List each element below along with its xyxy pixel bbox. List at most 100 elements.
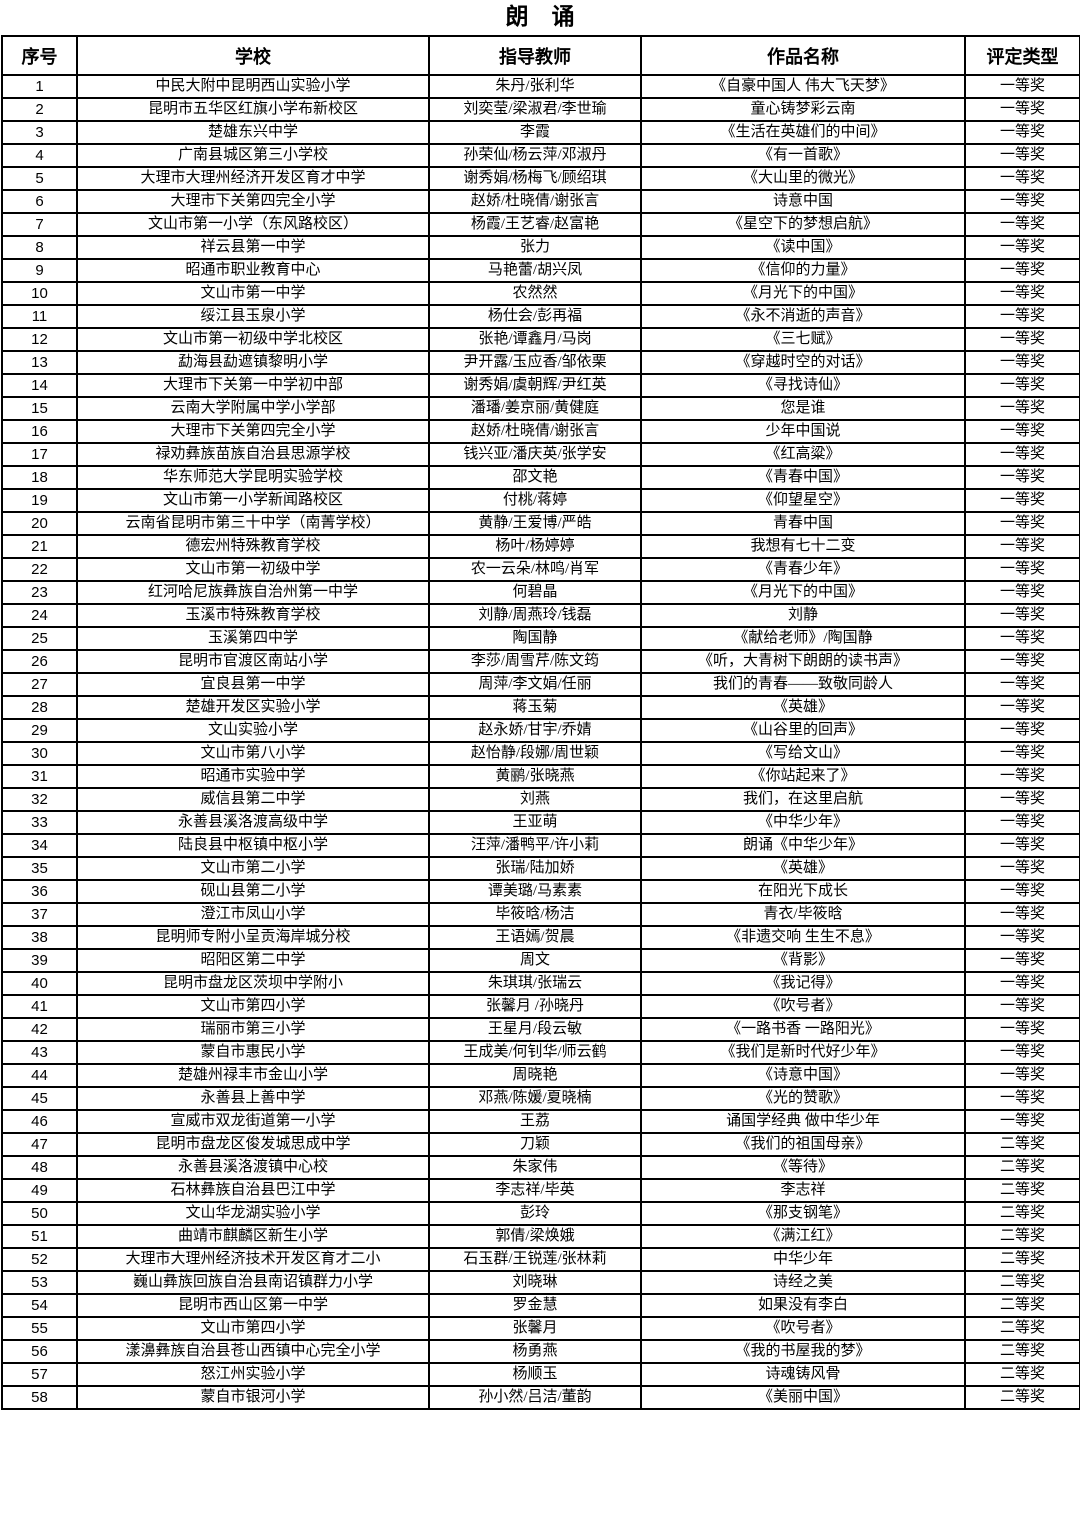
school-cell: 昭阳区第二中学	[76, 948, 430, 973]
work-title-cell: 《满江红》	[640, 1224, 966, 1249]
work-title-cell: 《青春中国》	[640, 465, 966, 490]
school-cell: 红河哈尼族彝族自治州第一中学	[76, 580, 430, 605]
school-cell: 云南大学附属中学小学部	[76, 396, 430, 421]
teacher-cell: 李霞	[428, 120, 642, 145]
school-cell: 宜良县第一中学	[76, 672, 430, 697]
school-cell: 文山市第一初级中学	[76, 557, 430, 582]
teacher-cell: 邵文艳	[428, 465, 642, 490]
table-row: 40 昆明市盘龙区茨坝中学附小 朱琪琪/张瑞云 《我记得》 一等奖	[1, 971, 1080, 996]
table-row: 17 禄劝彝族苗族自治县思源学校 钱兴亚/潘庆英/张学安 《红高粱》 一等奖	[1, 442, 1080, 467]
table-row: 33 永善县溪洛渡高级中学 王亚萌 《中华少年》 一等奖	[1, 810, 1080, 835]
work-title-cell: 《我们的祖国母亲》	[640, 1132, 966, 1157]
teacher-cell: 杨霞/王艺睿/赵富艳	[428, 212, 642, 237]
table-row: 20 云南省昆明市第三十中学（南菁学校） 黄静/王爱博/严皓 青春中国 一等奖	[1, 511, 1080, 536]
award-cell: 一等奖	[964, 787, 1080, 812]
work-title-cell: 《青春少年》	[640, 557, 966, 582]
school-cell: 大理市大理州经济开发区育才中学	[76, 166, 430, 191]
school-cell: 陆良县中枢镇中枢小学	[76, 833, 430, 858]
award-cell: 一等奖	[964, 465, 1080, 490]
work-title-cell: 《寻找诗仙》	[640, 373, 966, 398]
teacher-cell: 赵永娇/甘宇/乔婧	[428, 718, 642, 743]
school-cell: 绥江县玉泉小学	[76, 304, 430, 329]
table-row: 11 绥江县玉泉小学 杨仕会/彭再福 《永不消逝的声音》 一等奖	[1, 304, 1080, 329]
work-title-cell: 《美丽中国》	[640, 1385, 966, 1410]
table-row: 27 宜良县第一中学 周萍/李文娟/任丽 我们的青春——致敬同龄人 一等奖	[1, 672, 1080, 697]
school-cell: 文山市第一中学	[76, 281, 430, 306]
teacher-cell: 赵娇/杜晓倩/谢张言	[428, 189, 642, 214]
teacher-cell: 罗金慧	[428, 1293, 642, 1318]
row-number: 41	[1, 994, 78, 1019]
work-title-cell: 《信仰的力量》	[640, 258, 966, 283]
table-row: 12 文山市第一初级中学北校区 张艳/谭鑫月/马岗 《三七赋》 一等奖	[1, 327, 1080, 352]
row-number: 7	[1, 212, 78, 237]
school-cell: 蒙自市惠民小学	[76, 1040, 430, 1065]
table-row: 8 祥云县第一中学 张力 《读中国》 一等奖	[1, 235, 1080, 260]
school-cell: 文山市第八小学	[76, 741, 430, 766]
award-cell: 二等奖	[964, 1316, 1080, 1341]
teacher-cell: 尹开露/玉应香/邹依栗	[428, 350, 642, 375]
award-cell: 一等奖	[964, 649, 1080, 674]
award-cell: 一等奖	[964, 925, 1080, 950]
award-cell: 一等奖	[964, 327, 1080, 352]
row-number: 20	[1, 511, 78, 536]
work-title-cell: 《一路书香 一路阳光》	[640, 1017, 966, 1042]
school-cell: 昆明市盘龙区俊发城思成中学	[76, 1132, 430, 1157]
table-row: 5 大理市大理州经济开发区育才中学 谢秀娟/杨梅飞/顾绍琪 《大山里的微光》 一等奖	[1, 166, 1080, 191]
teacher-cell: 王星月/段云敏	[428, 1017, 642, 1042]
teacher-cell: 张馨月 /孙晓丹	[428, 994, 642, 1019]
page-title: 朗 诵	[505, 4, 575, 29]
school-cell: 禄劝彝族苗族自治县思源学校	[76, 442, 430, 467]
work-title-cell: 《听，大青树下朗朗的读书声》	[640, 649, 966, 674]
row-number: 17	[1, 442, 78, 467]
table-row: 25 玉溪第四中学 陶国静 《献给老师》/陶国静 一等奖	[1, 626, 1080, 651]
teacher-cell: 朱琪琪/张瑞云	[428, 971, 642, 996]
school-cell: 昭通市实验中学	[76, 764, 430, 789]
teacher-cell: 谭美璐/马素素	[428, 879, 642, 904]
table-row: 28 楚雄开发区实验小学 蒋玉菊 《英雄》 一等奖	[1, 695, 1080, 720]
teacher-cell: 王亚萌	[428, 810, 642, 835]
work-title-cell: 诗魂铸风骨	[640, 1362, 966, 1387]
award-cell: 一等奖	[964, 1040, 1080, 1065]
table-row: 7 文山市第一小学（东风路校区） 杨霞/王艺睿/赵富艳 《星空下的梦想启航》 一等奖	[1, 212, 1080, 237]
row-number: 12	[1, 327, 78, 352]
table-row: 2 昆明市五华区红旗小学布新校区 刘奕莹/梁淑君/李世瑜 童心铸梦彩云南 一等奖	[1, 97, 1080, 122]
school-cell: 勐海县勐遮镇黎明小学	[76, 350, 430, 375]
row-number: 42	[1, 1017, 78, 1042]
work-title-cell: 《中华少年》	[640, 810, 966, 835]
table-row: 45 永善县上善中学 邓燕/陈媛/夏晓楠 《光的赞歌》 一等奖	[1, 1086, 1080, 1111]
award-cell: 一等奖	[964, 695, 1080, 720]
work-title-cell: 青衣/毕筱晗	[640, 902, 966, 927]
work-title-cell: 《有一首歌》	[640, 143, 966, 168]
school-cell: 怒江州实验小学	[76, 1362, 430, 1387]
school-cell: 大理市下关第四完全小学	[76, 419, 430, 444]
teacher-cell: 杨仕会/彭再福	[428, 304, 642, 329]
table-row: 26 昆明市官渡区南站小学 李莎/周雪芹/陈文筠 《听，大青树下朗朗的读书声》 一等奖	[1, 649, 1080, 674]
school-cell: 文山市第二小学	[76, 856, 430, 881]
work-title-cell: 《读中国》	[640, 235, 966, 260]
school-cell: 大理市下关第四完全小学	[76, 189, 430, 214]
school-cell: 文山市第一小学（东风路校区）	[76, 212, 430, 237]
teacher-cell: 朱丹/张利华	[428, 74, 642, 99]
row-number: 54	[1, 1293, 78, 1318]
row-number: 31	[1, 764, 78, 789]
row-number: 58	[1, 1385, 78, 1410]
row-number: 21	[1, 534, 78, 559]
row-number: 23	[1, 580, 78, 605]
school-cell: 华东师范大学昆明实验学校	[76, 465, 430, 490]
award-cell: 一等奖	[964, 488, 1080, 513]
award-cell: 一等奖	[964, 741, 1080, 766]
table-row: 57 怒江州实验小学 杨顺玉 诗魂铸风骨 二等奖	[1, 1362, 1080, 1387]
row-number: 19	[1, 488, 78, 513]
teacher-cell: 张艳/谭鑫月/马岗	[428, 327, 642, 352]
results-table: 序号 学校 指导教师 作品名称 评定类型 1 中民大附中昆明西山实验小学 朱丹/张利…	[1, 35, 1080, 1410]
teacher-cell: 陶国静	[428, 626, 642, 651]
work-title-cell: 我们，在这里启航	[640, 787, 966, 812]
award-cell: 一等奖	[964, 672, 1080, 697]
school-cell: 文山实验小学	[76, 718, 430, 743]
work-title-cell: 《生活在英雄们的中间》	[640, 120, 966, 145]
teacher-cell: 周文	[428, 948, 642, 973]
work-title-cell: 诗经之美	[640, 1270, 966, 1295]
teacher-cell: 黄静/王爱博/严皓	[428, 511, 642, 536]
work-title-cell: 《大山里的微光》	[640, 166, 966, 191]
award-cell: 一等奖	[964, 879, 1080, 904]
